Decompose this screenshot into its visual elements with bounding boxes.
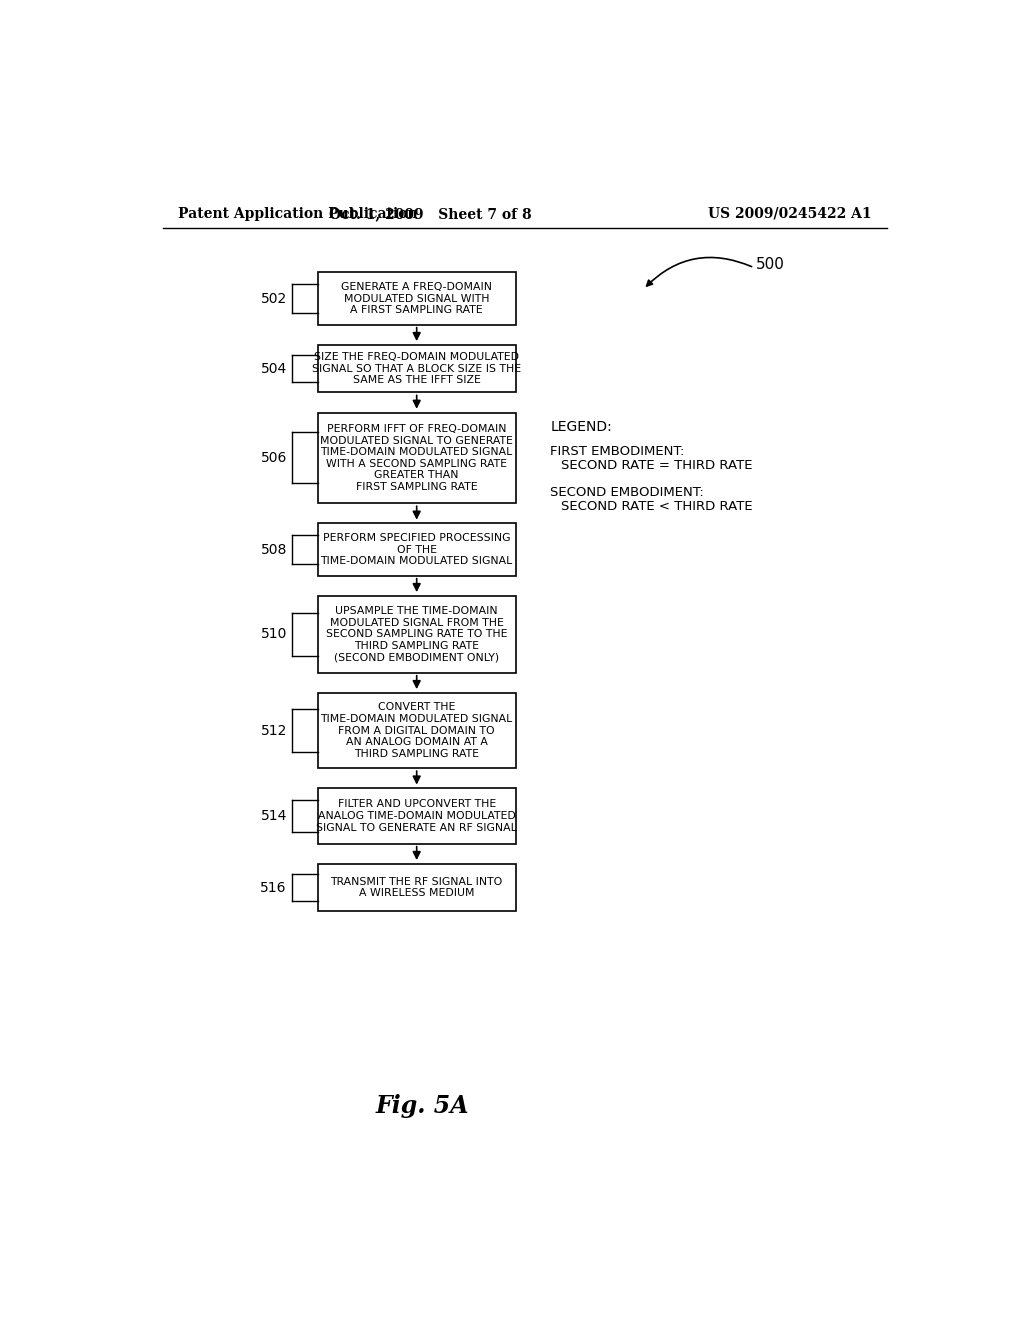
Text: LEGEND:: LEGEND: bbox=[550, 420, 612, 434]
Text: SECOND RATE = THIRD RATE: SECOND RATE = THIRD RATE bbox=[561, 459, 753, 471]
Text: 508: 508 bbox=[260, 543, 287, 557]
Text: PERFORM IFFT OF FREQ-DOMAIN
MODULATED SIGNAL TO GENERATE
TIME-DOMAIN MODULATED S: PERFORM IFFT OF FREQ-DOMAIN MODULATED SI… bbox=[321, 424, 513, 492]
Text: PERFORM SPECIFIED PROCESSING
OF THE
TIME-DOMAIN MODULATED SIGNAL: PERFORM SPECIFIED PROCESSING OF THE TIME… bbox=[321, 533, 513, 566]
Text: Patent Application Publication: Patent Application Publication bbox=[178, 207, 418, 220]
Text: SECOND EMBODIMENT:: SECOND EMBODIMENT: bbox=[550, 487, 705, 499]
Bar bbox=[317, 788, 515, 843]
Text: UPSAMPLE THE TIME-DOMAIN
MODULATED SIGNAL FROM THE
SECOND SAMPLING RATE TO THE
T: UPSAMPLE THE TIME-DOMAIN MODULATED SIGNA… bbox=[326, 606, 508, 663]
Text: Oct. 1, 2009   Sheet 7 of 8: Oct. 1, 2009 Sheet 7 of 8 bbox=[329, 207, 531, 220]
Text: US 2009/0245422 A1: US 2009/0245422 A1 bbox=[709, 207, 872, 220]
Bar bbox=[317, 693, 515, 768]
Text: 510: 510 bbox=[260, 627, 287, 642]
Text: 502: 502 bbox=[261, 292, 287, 305]
Text: SIZE THE FREQ-DOMAIN MODULATED
SIGNAL SO THAT A BLOCK SIZE IS THE
SAME AS THE IF: SIZE THE FREQ-DOMAIN MODULATED SIGNAL SO… bbox=[312, 352, 521, 385]
Text: 512: 512 bbox=[260, 723, 287, 738]
Bar bbox=[317, 345, 515, 392]
Text: GENERATE A FREQ-DOMAIN
MODULATED SIGNAL WITH
A FIRST SAMPLING RATE: GENERATE A FREQ-DOMAIN MODULATED SIGNAL … bbox=[341, 282, 493, 315]
Text: FILTER AND UPCONVERT THE
ANALOG TIME-DOMAIN MODULATED
SIGNAL TO GENERATE AN RF S: FILTER AND UPCONVERT THE ANALOG TIME-DOM… bbox=[316, 800, 517, 833]
Text: 516: 516 bbox=[260, 880, 287, 895]
Text: 500: 500 bbox=[756, 257, 784, 272]
Text: FIRST EMBODIMENT:: FIRST EMBODIMENT: bbox=[550, 445, 685, 458]
Text: 504: 504 bbox=[261, 362, 287, 376]
Text: 514: 514 bbox=[260, 809, 287, 822]
Bar bbox=[317, 524, 515, 576]
Text: SECOND RATE < THIRD RATE: SECOND RATE < THIRD RATE bbox=[561, 500, 753, 513]
Bar bbox=[317, 412, 515, 503]
Text: Fig. 5A: Fig. 5A bbox=[376, 1093, 469, 1118]
Bar bbox=[317, 595, 515, 673]
Text: TRANSMIT THE RF SIGNAL INTO
A WIRELESS MEDIUM: TRANSMIT THE RF SIGNAL INTO A WIRELESS M… bbox=[331, 876, 503, 899]
Bar bbox=[317, 863, 515, 911]
Text: 506: 506 bbox=[260, 451, 287, 465]
Text: CONVERT THE
TIME-DOMAIN MODULATED SIGNAL
FROM A DIGITAL DOMAIN TO
AN ANALOG DOMA: CONVERT THE TIME-DOMAIN MODULATED SIGNAL… bbox=[321, 702, 513, 759]
Bar bbox=[317, 272, 515, 325]
